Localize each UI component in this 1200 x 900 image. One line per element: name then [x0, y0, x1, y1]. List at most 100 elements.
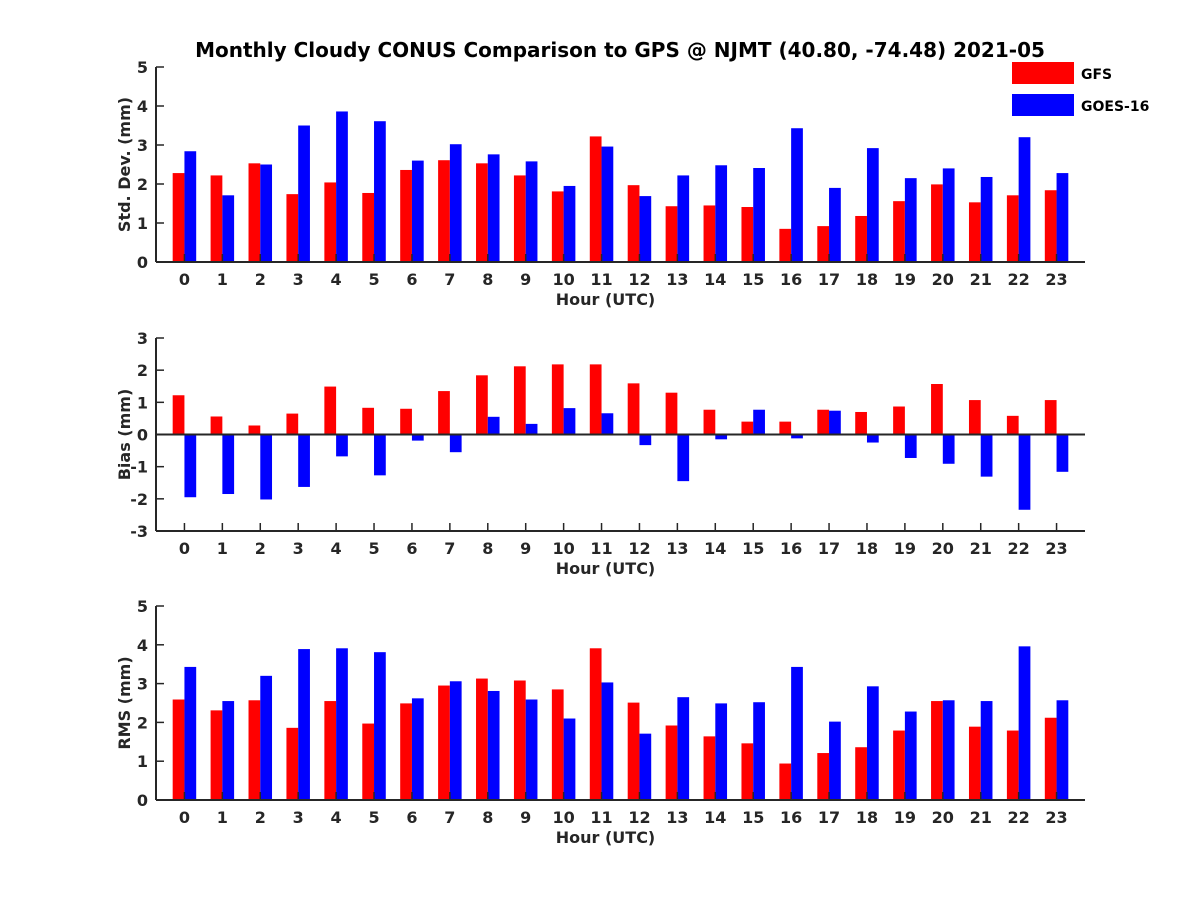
x-tick-label: 2 — [255, 539, 266, 558]
x-tick-label: 13 — [666, 270, 688, 289]
bar-goes16 — [411, 434, 424, 441]
bar-gfs — [855, 215, 867, 262]
bar-goes16 — [525, 423, 538, 435]
x-tick-label: 11 — [590, 808, 612, 827]
x-tick-label: 5 — [368, 808, 379, 827]
bar-goes16 — [1056, 434, 1069, 472]
bar-gfs — [286, 413, 299, 435]
bar-goes16 — [715, 703, 728, 800]
bar-goes16 — [184, 151, 197, 262]
y-tick-label: 3 — [137, 675, 148, 694]
x-tick-label: 6 — [406, 270, 417, 289]
bar-goes16 — [942, 700, 955, 800]
y-tick-label: -2 — [130, 490, 148, 509]
bar-goes16 — [487, 416, 500, 435]
bar-gfs — [1044, 400, 1057, 435]
bar-gfs — [931, 701, 943, 800]
y-tick-label: 0 — [137, 791, 148, 810]
x-tick-label: 12 — [628, 808, 650, 827]
bar-goes16 — [411, 160, 424, 262]
bar-gfs — [855, 411, 867, 435]
bar-goes16 — [298, 649, 310, 800]
bar-goes16 — [298, 125, 310, 262]
x-tick-label: 21 — [970, 808, 992, 827]
chart-title: Monthly Cloudy CONUS Comparison to GPS @… — [195, 38, 1045, 62]
bar-gfs — [362, 723, 375, 800]
x-tick-label: 9 — [520, 539, 531, 558]
bar-goes16 — [336, 111, 348, 263]
x-tick-label: 3 — [293, 808, 304, 827]
bar-gfs — [324, 701, 337, 800]
x-tick-label: 22 — [1008, 270, 1030, 289]
x-tick-label: 7 — [444, 270, 455, 289]
y-tick-label: -3 — [130, 522, 148, 541]
x-tick-label: 1 — [217, 808, 228, 827]
x-tick-label: 12 — [628, 539, 650, 558]
x-tick-label: 4 — [331, 808, 342, 827]
bar-goes16 — [639, 434, 652, 446]
x-tick-label: 5 — [368, 270, 379, 289]
x-tick-label: 9 — [520, 270, 531, 289]
bar-goes16 — [563, 408, 576, 435]
x-tick-label: 16 — [780, 539, 802, 558]
bar-goes16 — [449, 144, 462, 262]
bar-goes16 — [1018, 646, 1031, 800]
bar-gfs — [172, 395, 185, 435]
x-tick-label: 17 — [818, 808, 840, 827]
bar-goes16 — [980, 176, 993, 262]
y-tick-label: 1 — [137, 752, 148, 771]
bar-gfs — [210, 710, 223, 800]
bar-goes16 — [980, 701, 993, 800]
y-axis-label: RMS (mm) — [115, 656, 134, 749]
legend-swatch-goes16 — [1012, 94, 1074, 116]
bar-goes16 — [601, 146, 614, 262]
bar-gfs — [968, 202, 981, 262]
bar-gfs — [438, 685, 450, 800]
bar-gfs — [438, 160, 450, 262]
x-tick-label: 1 — [217, 270, 228, 289]
bar-goes16 — [753, 409, 765, 435]
bar-goes16 — [184, 666, 197, 800]
bar-goes16 — [829, 410, 841, 435]
bar-gfs — [1006, 415, 1019, 435]
bar-goes16 — [639, 196, 652, 262]
y-tick-label: 1 — [137, 214, 148, 233]
x-tick-label: 13 — [666, 539, 688, 558]
bar-gfs — [248, 425, 261, 435]
bar-goes16 — [601, 682, 614, 800]
bar-goes16 — [715, 165, 728, 262]
x-tick-label: 7 — [444, 808, 455, 827]
bar-gfs — [172, 699, 185, 800]
x-tick-label: 15 — [742, 808, 764, 827]
x-tick-label: 2 — [255, 270, 266, 289]
x-tick-label: 12 — [628, 270, 650, 289]
x-axis-label: Hour (UTC) — [556, 828, 656, 847]
x-tick-label: 4 — [331, 270, 342, 289]
bar-goes16 — [942, 168, 955, 262]
bar-gfs — [779, 421, 792, 435]
bar-gfs — [324, 386, 337, 435]
bar-gfs — [968, 400, 981, 435]
x-tick-label: 0 — [179, 270, 190, 289]
bar-gfs — [248, 700, 261, 800]
bar-goes16 — [260, 434, 273, 500]
bar-goes16 — [487, 154, 500, 262]
bar-goes16 — [563, 718, 576, 800]
bar-goes16 — [1056, 700, 1069, 800]
bar-goes16 — [449, 434, 462, 453]
bar-gfs — [248, 163, 261, 262]
bar-gfs — [589, 364, 602, 435]
legend-swatch-gfs — [1012, 62, 1074, 84]
x-tick-label: 21 — [970, 539, 992, 558]
bar-gfs — [893, 406, 905, 435]
bar-goes16 — [904, 711, 917, 800]
bar-gfs — [476, 163, 488, 262]
y-axis-label: Std. Dev. (mm) — [115, 97, 134, 232]
y-tick-label: 0 — [137, 426, 148, 445]
bar-gfs — [362, 407, 375, 435]
x-tick-label: 1 — [217, 539, 228, 558]
